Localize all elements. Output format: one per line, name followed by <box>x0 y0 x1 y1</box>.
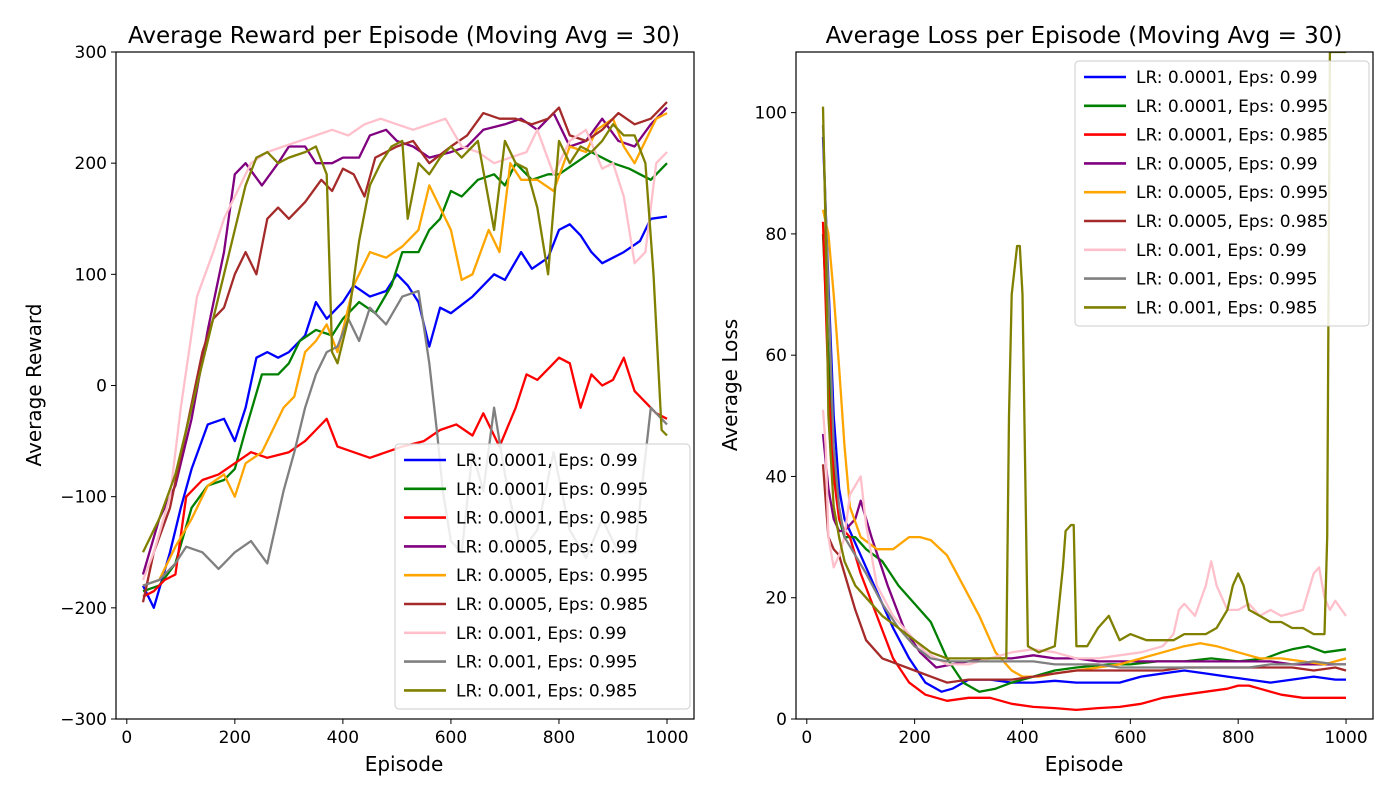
reward-y-tick-label: 200 <box>75 154 107 174</box>
loss-chart: 0 200 400 600 800 1000 0 20 40 60 80 100 Average Lo… <box>718 23 1374 776</box>
reward-series-line-9 <box>141 123 668 553</box>
reward-legend-label-1: LR: 0.0001, Eps: 0.99 <box>456 451 638 471</box>
loss-series-line-1 <box>821 136 1346 693</box>
loss-y-tick-label: 60 <box>765 346 787 366</box>
reward-legend-label-5: LR: 0.0005, Eps: 0.995 <box>456 566 648 586</box>
reward-y-tick-label: −300 <box>60 710 107 730</box>
loss-legend-label-9: LR: 0.001, Eps: 0.985 <box>1136 298 1318 318</box>
reward-series-line-5 <box>142 112 668 587</box>
loss-legend: LR: 0.0001, Eps: 0.99 LR: 0.0001, Eps: 0.… <box>1074 60 1370 327</box>
reward-legend: LR: 0.0001, Eps: 0.99 LR: 0.0001, Eps: 0.… <box>394 443 691 710</box>
loss-legend-label-7: LR: 0.001, Eps: 0.99 <box>1136 241 1307 261</box>
reward-x-tick-label: 0 <box>121 728 132 748</box>
reward-series-line-1 <box>141 215 668 609</box>
reward-x-tick-label: 400 <box>327 728 359 748</box>
loss-series-line-5 <box>821 209 1347 678</box>
reward-legend-label-6: LR: 0.0005, Eps: 0.985 <box>456 595 648 615</box>
loss-legend-label-2: LR: 0.0001, Eps: 0.995 <box>1136 97 1328 117</box>
loss-chart-title: Average Loss per Episode (Moving Avg = 3… <box>826 23 1343 49</box>
loss-plot-frame <box>795 51 1374 720</box>
loss-legend-box <box>1074 60 1370 327</box>
loss-series-line-4 <box>821 433 1346 669</box>
reward-y-tick-label: −200 <box>60 599 107 619</box>
loss-y-tick-label: 20 <box>765 589 787 609</box>
reward-x-tick-label: 1000 <box>645 728 688 748</box>
reward-series-line-7 <box>141 117 668 581</box>
loss-series-line-3 <box>821 221 1346 712</box>
loss-y-tick-label: 80 <box>765 225 787 245</box>
reward-legend-label-2: LR: 0.0001, Eps: 0.995 <box>456 480 648 500</box>
reward-y-tick-label: 100 <box>75 265 107 285</box>
reward-x-tick-label: 200 <box>219 728 251 748</box>
reward-y-tick-label: 0 <box>96 377 107 397</box>
reward-series-line-4 <box>141 106 668 575</box>
reward-y-tick-label: −100 <box>60 488 107 508</box>
reward-series-line-6 <box>141 101 668 603</box>
reward-chart: 0 200 400 600 800 1000−300−200−1000100200300 … <box>22 23 695 776</box>
loss-x-tick-label: 1000 <box>1324 728 1367 748</box>
loss-series-line-8 <box>821 124 1346 669</box>
loss-legend-label-3: LR: 0.0001, Eps: 0.985 <box>1136 126 1328 146</box>
loss-x-tick-label: 800 <box>1222 728 1254 748</box>
reward-legend-label-4: LR: 0.0005, Eps: 0.99 <box>456 537 638 557</box>
reward-x-tick-label: 600 <box>435 728 467 748</box>
loss-legend-label-5: LR: 0.0005, Eps: 0.995 <box>1136 183 1328 203</box>
loss-y-tick-label: 40 <box>765 467 787 487</box>
loss-x-axis-label: Episode <box>1045 752 1124 776</box>
reward-x-axis-label: Episode <box>365 752 444 776</box>
reward-legend-label-3: LR: 0.0001, Eps: 0.985 <box>456 509 648 529</box>
loss-series-line-6 <box>821 464 1347 684</box>
loss-legend-label-6: LR: 0.0005, Eps: 0.985 <box>1136 212 1328 232</box>
loss-series-line-7 <box>821 409 1347 666</box>
loss-y-tick-label: 0 <box>776 710 787 730</box>
reward-legend-label-8: LR: 0.001, Eps: 0.995 <box>456 653 638 673</box>
loss-x-tick-label: 600 <box>1114 728 1146 748</box>
reward-legend-label-9: LR: 0.001, Eps: 0.985 <box>456 681 638 701</box>
reward-legend-label-7: LR: 0.001, Eps: 0.99 <box>456 624 627 644</box>
loss-x-tick-label: 0 <box>801 728 812 748</box>
loss-x-tick-label: 200 <box>898 728 930 748</box>
loss-y-axis-label: Average Loss <box>718 319 742 451</box>
reward-legend-box <box>394 443 691 710</box>
reward-y-axis-label: Average Reward <box>22 304 46 467</box>
reward-chart-title: Average Reward per Episode (Moving Avg =… <box>128 23 680 49</box>
loss-y-tick-label: 100 <box>755 104 787 124</box>
loss-x-tick-label: 400 <box>1006 728 1038 748</box>
reward-y-tick-label: 300 <box>75 43 107 63</box>
reward-series-line-3 <box>142 356 668 598</box>
loss-legend-label-1: LR: 0.0001, Eps: 0.99 <box>1136 68 1318 88</box>
loss-legend-label-8: LR: 0.001, Eps: 0.995 <box>1136 270 1318 290</box>
loss-legend-label-4: LR: 0.0005, Eps: 0.99 <box>1136 154 1318 174</box>
loss-series-line-9 <box>821 52 1346 660</box>
reward-x-tick-label: 800 <box>543 728 575 748</box>
